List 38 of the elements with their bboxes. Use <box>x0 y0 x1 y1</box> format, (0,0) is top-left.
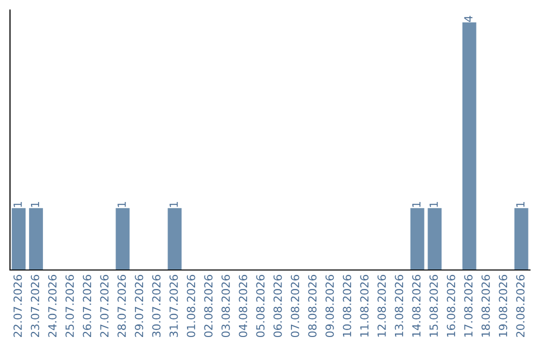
x-tick-label: 25.07.2026 <box>65 274 74 337</box>
x-tick-label: 12.08.2026 <box>377 274 386 337</box>
x-tick-label: 06.08.2026 <box>273 274 282 338</box>
data-label: 1 <box>516 202 524 207</box>
x-tick-label: 24.07.2026 <box>48 274 57 337</box>
data-label: 1 <box>30 202 40 207</box>
data-label: 4 <box>464 16 472 22</box>
data-label: 1 <box>14 202 22 207</box>
x-tick-label: 29.07.2026 <box>134 274 144 337</box>
x-tick-label: 23.07.2026 <box>30 274 40 337</box>
x-tick-label: 22.07.2026 <box>13 274 22 337</box>
x-tick-label: 14.08.2026 <box>412 274 421 337</box>
x-tick-label: 17.08.2026 <box>464 274 473 337</box>
x-tick-label: 20.08.2026 <box>516 274 525 337</box>
x-tick-label: 04.08.2026 <box>238 274 248 338</box>
x-tick-label: 03.08.2026 <box>221 274 230 338</box>
x-tick-label: 02.08.2026 <box>204 274 213 338</box>
x-tick-label: 30.07.2026 <box>152 274 161 337</box>
x-tick-label: 31.07.2026 <box>169 274 178 337</box>
x-tick-label: 10.08.2026 <box>342 274 352 337</box>
data-label: 1 <box>170 202 178 207</box>
x-tick-label: 27.07.2026 <box>100 274 109 337</box>
x-tick-label: 13.08.2026 <box>394 274 404 337</box>
data-label: 1 <box>430 202 438 207</box>
x-tick-label: 19.08.2026 <box>498 274 508 337</box>
x-tick-label: 26.07.2026 <box>82 274 92 337</box>
x-tick-label: 18.08.2026 <box>481 274 490 337</box>
x-tick-label: 09.08.2026 <box>325 274 334 338</box>
x-tick-label: 08.08.2026 <box>308 274 317 338</box>
x-tick-label: 28.07.2026 <box>117 274 126 337</box>
x-tick-label: 16.08.2026 <box>446 274 456 337</box>
x-tick-label: 05.08.2026 <box>256 274 265 338</box>
x-tick-label: 01.08.2026 <box>186 274 196 338</box>
x-tick-label: 15.08.2026 <box>429 274 438 337</box>
x-tick-label: 07.08.2026 <box>290 274 300 338</box>
data-label: 1 <box>118 202 126 207</box>
x-tick-label: 11.08.2026 <box>360 274 369 337</box>
data-label: 1 <box>412 202 420 207</box>
